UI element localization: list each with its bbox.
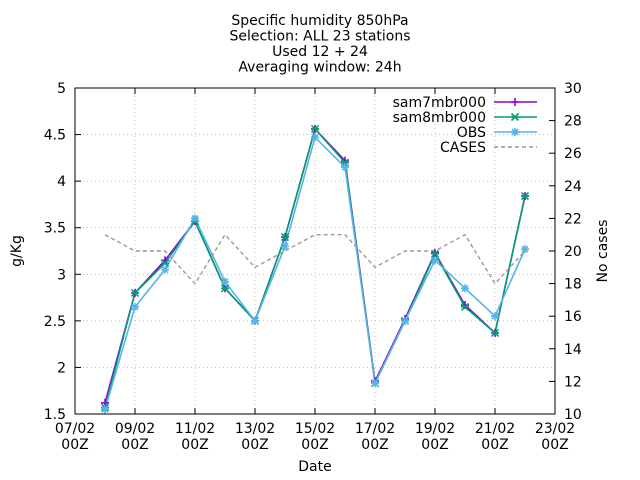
- point-sam8mbr000: [460, 302, 470, 311]
- series-markers: [100, 124, 530, 414]
- x-tick-label-hour: 00Z: [541, 437, 568, 453]
- x-axis-label: Date: [298, 459, 331, 475]
- x-tick-label-hour: 00Z: [241, 437, 268, 453]
- x-tick-label-hour: 00Z: [481, 437, 508, 453]
- x-tick-label-date: 23/02: [535, 421, 575, 437]
- legend-marker-sam8mbr000: [510, 112, 520, 122]
- x-tick-label-date: 13/02: [235, 421, 275, 437]
- y-tick-label: 2: [57, 360, 66, 376]
- title-line: Averaging window: 24h: [238, 60, 401, 76]
- x-tick-label-hour: 00Z: [181, 437, 208, 453]
- y-tick-label: 4.5: [44, 128, 66, 144]
- x-tick-label-hour: 00Z: [121, 437, 148, 453]
- y2-tick-label: 30: [564, 81, 582, 97]
- y2-tick-label: 18: [564, 277, 582, 293]
- y2-tick-label: 20: [564, 244, 582, 260]
- title-line: Selection: ALL 23 stations: [229, 29, 410, 45]
- point-obs: [401, 316, 409, 325]
- y-axis-label: g/Kg: [9, 235, 25, 267]
- point-sam8mbr000: [220, 284, 230, 293]
- point-obs: [371, 379, 379, 388]
- x-tick-label-date: 15/02: [295, 421, 335, 437]
- x-tick-label-hour: 00Z: [301, 437, 328, 453]
- point-obs: [251, 316, 259, 325]
- point-obs: [341, 163, 349, 172]
- y2-tick-label: 26: [564, 146, 582, 162]
- point-sam8mbr000: [430, 249, 440, 258]
- x-tick-label-date: 21/02: [475, 421, 515, 437]
- y-tick-label: 4: [57, 174, 66, 190]
- x-tick-label-hour: 00Z: [421, 437, 448, 453]
- y-tick-label: 5: [57, 81, 66, 97]
- y2-tick-label: 22: [564, 211, 582, 227]
- legend-label-sam8mbr000: sam8mbr000: [393, 110, 486, 126]
- legend-label-cases: CASES: [440, 140, 486, 156]
- legend-label-sam7mbr000: sam7mbr000: [393, 95, 486, 111]
- y2-tick-labels: 10 12 14 16 18 20 22 24 26 28 30: [564, 81, 582, 423]
- point-sam8mbr000: [160, 259, 170, 268]
- x-tick-label-date: 17/02: [355, 421, 395, 437]
- y2-tick-label: 16: [564, 309, 582, 325]
- point-obs: [281, 242, 289, 251]
- x-tick-label-hour: 00Z: [61, 437, 88, 453]
- y2-tick-label: 14: [564, 342, 582, 358]
- point-obs: [521, 245, 529, 254]
- legend-label-obs: OBS: [457, 125, 486, 141]
- y2-tick-label: 28: [564, 114, 582, 130]
- y-tick-label: 3: [57, 267, 66, 283]
- y-tick-label: 3.5: [44, 221, 66, 237]
- y2-tick-label: 10: [564, 407, 582, 423]
- point-sam8mbr000: [520, 191, 530, 201]
- x-tick-labels: 07/0200Z09/0200Z11/0200Z13/0200Z15/0200Z…: [55, 421, 575, 453]
- x-tick-label-date: 09/02: [115, 421, 155, 437]
- point-obs: [191, 214, 199, 223]
- point-obs: [311, 133, 319, 142]
- y2-tick-label: 24: [564, 179, 582, 195]
- x-tick-label-date: 19/02: [415, 421, 455, 437]
- y2-axis-label: No cases: [595, 220, 611, 283]
- legend-marker-sam7mbr000: [511, 98, 519, 106]
- y2-tick-label: 12: [564, 374, 582, 390]
- point-sam8mbr000: [490, 328, 500, 338]
- title-line: Used 12 + 24: [272, 44, 368, 60]
- point-obs: [221, 277, 229, 286]
- point-obs: [461, 284, 469, 293]
- x-tick-label-date: 11/02: [175, 421, 215, 437]
- point-sam8mbr000: [280, 232, 290, 242]
- point-obs: [161, 265, 169, 274]
- axis-ticks: [74, 87, 556, 415]
- point-obs: [101, 405, 109, 414]
- y-tick-labels: 1.5 2 2.5 3 3.5 4 4.5 5: [44, 81, 66, 423]
- y-tick-label: 1.5: [44, 407, 66, 423]
- legend-marker-obs: [511, 128, 519, 136]
- point-obs: [131, 302, 139, 311]
- point-obs: [491, 312, 499, 321]
- series-line-cases: [104, 233, 526, 285]
- x-tick-label-hour: 00Z: [361, 437, 388, 453]
- x-tick-label-date: 07/02: [55, 421, 95, 437]
- point-sam8mbr000: [310, 124, 320, 134]
- point-obs: [431, 256, 439, 265]
- title-line: Specific humidity 850hPa: [231, 13, 408, 29]
- point-sam8mbr000: [130, 288, 140, 297]
- y-tick-label: 2.5: [44, 314, 66, 330]
